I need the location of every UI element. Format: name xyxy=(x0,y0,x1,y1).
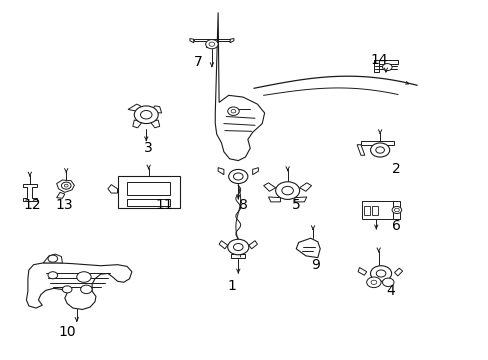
Polygon shape xyxy=(117,176,180,208)
Circle shape xyxy=(233,243,243,251)
Text: 6: 6 xyxy=(391,219,400,233)
Circle shape xyxy=(227,239,248,255)
Circle shape xyxy=(370,143,389,157)
Polygon shape xyxy=(231,254,245,258)
Circle shape xyxy=(391,207,401,213)
Circle shape xyxy=(370,266,391,281)
Polygon shape xyxy=(189,39,193,43)
Circle shape xyxy=(48,272,58,279)
Polygon shape xyxy=(127,183,170,195)
Circle shape xyxy=(61,182,71,189)
Polygon shape xyxy=(127,183,170,195)
Polygon shape xyxy=(57,192,64,198)
Polygon shape xyxy=(215,12,264,161)
Polygon shape xyxy=(248,241,257,249)
Polygon shape xyxy=(394,268,402,276)
Polygon shape xyxy=(360,141,394,145)
Text: 5: 5 xyxy=(292,198,301,212)
Polygon shape xyxy=(252,168,258,175)
Polygon shape xyxy=(356,145,364,155)
Circle shape xyxy=(275,182,299,199)
Polygon shape xyxy=(219,241,227,249)
Polygon shape xyxy=(218,168,224,175)
Text: 1: 1 xyxy=(227,279,236,293)
Polygon shape xyxy=(230,39,233,43)
Polygon shape xyxy=(150,106,161,113)
Circle shape xyxy=(281,186,293,195)
Text: 9: 9 xyxy=(311,258,320,272)
Circle shape xyxy=(375,147,384,153)
Text: 4: 4 xyxy=(385,284,394,298)
Bar xyxy=(361,201,392,219)
Polygon shape xyxy=(294,197,306,202)
Circle shape xyxy=(227,107,239,116)
Polygon shape xyxy=(296,238,320,258)
Circle shape xyxy=(48,255,58,262)
Circle shape xyxy=(231,109,235,113)
Polygon shape xyxy=(373,60,378,72)
Circle shape xyxy=(394,208,399,212)
Polygon shape xyxy=(206,41,217,47)
Text: 3: 3 xyxy=(144,141,153,155)
Circle shape xyxy=(62,286,72,293)
Polygon shape xyxy=(57,180,74,192)
Text: 2: 2 xyxy=(391,162,400,176)
Polygon shape xyxy=(108,185,117,193)
Polygon shape xyxy=(392,201,399,219)
Circle shape xyxy=(376,270,385,277)
Polygon shape xyxy=(128,104,142,112)
Text: 8: 8 xyxy=(238,198,247,212)
Circle shape xyxy=(134,106,158,123)
Polygon shape xyxy=(357,267,366,275)
Circle shape xyxy=(366,277,380,288)
Polygon shape xyxy=(193,39,230,41)
Polygon shape xyxy=(268,197,280,202)
Circle shape xyxy=(228,170,247,184)
Polygon shape xyxy=(127,199,170,207)
Bar xyxy=(372,207,377,215)
Circle shape xyxy=(77,272,91,282)
Text: 13: 13 xyxy=(55,198,73,212)
Text: 12: 12 xyxy=(23,198,41,212)
Text: 14: 14 xyxy=(369,53,387,67)
Polygon shape xyxy=(133,120,142,128)
Text: 11: 11 xyxy=(156,198,173,212)
Circle shape xyxy=(382,64,391,71)
Polygon shape xyxy=(373,60,397,64)
Circle shape xyxy=(205,40,218,49)
Circle shape xyxy=(140,111,152,119)
Circle shape xyxy=(233,173,243,180)
Circle shape xyxy=(64,184,68,187)
Polygon shape xyxy=(43,254,62,263)
Text: 7: 7 xyxy=(194,55,203,69)
Bar xyxy=(364,207,369,215)
Circle shape xyxy=(208,42,214,46)
Polygon shape xyxy=(22,184,37,201)
Circle shape xyxy=(81,285,92,294)
Text: 10: 10 xyxy=(58,325,76,339)
Circle shape xyxy=(370,280,376,284)
Circle shape xyxy=(382,278,393,287)
Polygon shape xyxy=(299,183,311,191)
Polygon shape xyxy=(26,263,132,310)
Polygon shape xyxy=(263,183,275,191)
Polygon shape xyxy=(150,120,160,128)
